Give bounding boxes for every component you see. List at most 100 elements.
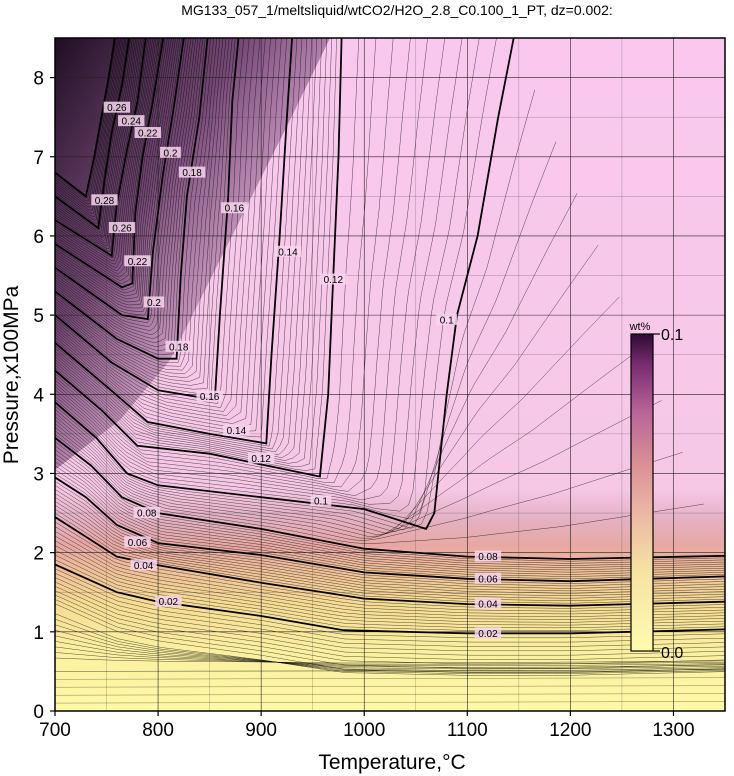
contour-label-13: 0.2 <box>147 298 161 309</box>
thin-contour-41 <box>55 453 725 569</box>
contour-label-bg-1 <box>474 598 502 610</box>
thin-contour-64 <box>55 38 332 467</box>
thin-contour-68 <box>55 38 313 456</box>
thin-contour-121 <box>55 38 138 241</box>
chart-title: MG133_057_1/meltsliquid/wtCO2/H2O_2.8_C0… <box>181 2 613 18</box>
contour-0.04 <box>55 516 725 607</box>
contour-label-15: 0.26 <box>112 224 132 235</box>
thin-contour-88 <box>55 38 214 367</box>
thin-contour-135 <box>55 701 725 704</box>
thin-contour-137 <box>55 685 725 688</box>
thin-contour-62 <box>55 38 360 479</box>
thin-contour-80 <box>55 38 245 404</box>
colorbar-max-label: 0.1 <box>661 327 683 344</box>
thin-contour-130 <box>55 38 123 211</box>
contour-label-bg-2 <box>474 572 502 584</box>
y-tick-label-3: 3 <box>33 464 44 485</box>
thin-contour-115 <box>55 38 150 262</box>
contour-0.22 <box>55 38 165 289</box>
contour-label-23: 0.22 <box>138 129 158 140</box>
thin-contour-74 <box>55 38 277 428</box>
thin-contour-122 <box>55 38 137 239</box>
contour-label-bg-9 <box>247 452 275 464</box>
thin-contour-38 <box>55 465 725 575</box>
contour-0.06 <box>55 476 725 583</box>
contour-label-bg-23 <box>134 127 161 139</box>
x-tick-label-1300: 1300 <box>652 720 694 741</box>
contour-label-22: 0.2 <box>163 148 177 159</box>
thin-contour-89 <box>55 38 211 363</box>
contour-label-bg-16 <box>91 194 118 206</box>
x-axis-ticks: 700 800 900 1000 1100 1200 1300 <box>39 711 695 741</box>
thin-contour-77 <box>55 38 261 416</box>
colorbar-gradient <box>630 333 654 652</box>
thin-contour-123 <box>55 38 135 236</box>
contour-label-bg-20 <box>221 202 248 214</box>
thin-contour-139 <box>55 669 725 672</box>
thin-contour-127 <box>55 38 127 221</box>
thin-contour-75 <box>55 38 271 424</box>
thin-contour-45 <box>55 434 704 544</box>
contour-label-bg-7 <box>133 507 160 519</box>
thin-contour-105 <box>55 38 170 297</box>
thin-contour-4 <box>55 635 725 670</box>
contour-0.2 <box>55 38 185 321</box>
contour-label-bg-25 <box>103 101 131 113</box>
thin-contour-120 <box>55 38 140 244</box>
thin-contour-66 <box>55 38 323 461</box>
plot-frame <box>54 37 726 712</box>
contour-label-14: 0.22 <box>128 257 148 268</box>
thin-contour-131 <box>55 38 121 208</box>
thin-contour-56 <box>55 38 463 505</box>
x-tick-label-1000: 1000 <box>343 720 385 741</box>
contour-label-24: 0.24 <box>122 117 142 128</box>
thin-contour-61 <box>55 38 377 483</box>
y-tick-label-8: 8 <box>33 69 44 90</box>
contour-label-bg-21 <box>178 166 206 178</box>
y-tick-label-7: 7 <box>33 148 44 169</box>
thin-contour-57 <box>55 38 446 501</box>
thin-contour-93 <box>55 38 199 343</box>
x-tick-label-1200: 1200 <box>549 720 591 741</box>
thin-contour-10 <box>55 599 725 669</box>
thin-contour-104 <box>55 38 172 300</box>
thin-contour-22 <box>55 540 725 620</box>
thin-contour-5 <box>55 629 725 671</box>
contour-label-18: 0.12 <box>324 275 344 286</box>
thin-contour-78 <box>55 38 255 412</box>
contour-label-bg-22 <box>160 146 181 158</box>
thin-contour-133 <box>55 38 118 202</box>
bold-contour-lines <box>55 38 725 635</box>
thin-contour-87 <box>55 38 218 371</box>
contour-label-bg-3 <box>474 550 502 562</box>
thin-contour-125 <box>55 38 132 231</box>
thin-contour-26 <box>55 521 725 609</box>
colorbar-unit: wt% <box>629 321 651 333</box>
thin-contour-21 <box>55 545 725 623</box>
thin-contour-46 <box>55 430 683 541</box>
contour-label-bg-4 <box>155 595 182 607</box>
y-tick-label-2: 2 <box>33 544 44 565</box>
thin-contour-92 <box>55 38 201 347</box>
thin-contour-79 <box>55 38 250 408</box>
y-tick-label-6: 6 <box>33 227 44 248</box>
thin-contour-52 <box>55 141 557 531</box>
contour-label-bg-24 <box>118 115 145 127</box>
thin-contour-33 <box>55 489 725 589</box>
thin-contour-103 <box>55 38 174 303</box>
thin-contour-117 <box>55 38 145 252</box>
thin-contour-11 <box>55 594 725 665</box>
thin-contour-29 <box>55 504 725 599</box>
thin-contour-7 <box>55 618 725 675</box>
thin-contour-107 <box>55 38 166 291</box>
y-tick-label-5: 5 <box>33 306 44 327</box>
thin-contour-69 <box>55 38 308 453</box>
thin-contour-19 <box>55 554 725 629</box>
contour-label-bg-13 <box>143 296 165 308</box>
contour-label-10: 0.14 <box>227 426 247 437</box>
contour-label-bg-18 <box>320 273 347 285</box>
thin-contour-99 <box>55 38 183 316</box>
contour-label-16: 0.28 <box>95 196 115 207</box>
thin-contour-60 <box>55 38 394 488</box>
thin-contour-50 <box>55 244 599 534</box>
